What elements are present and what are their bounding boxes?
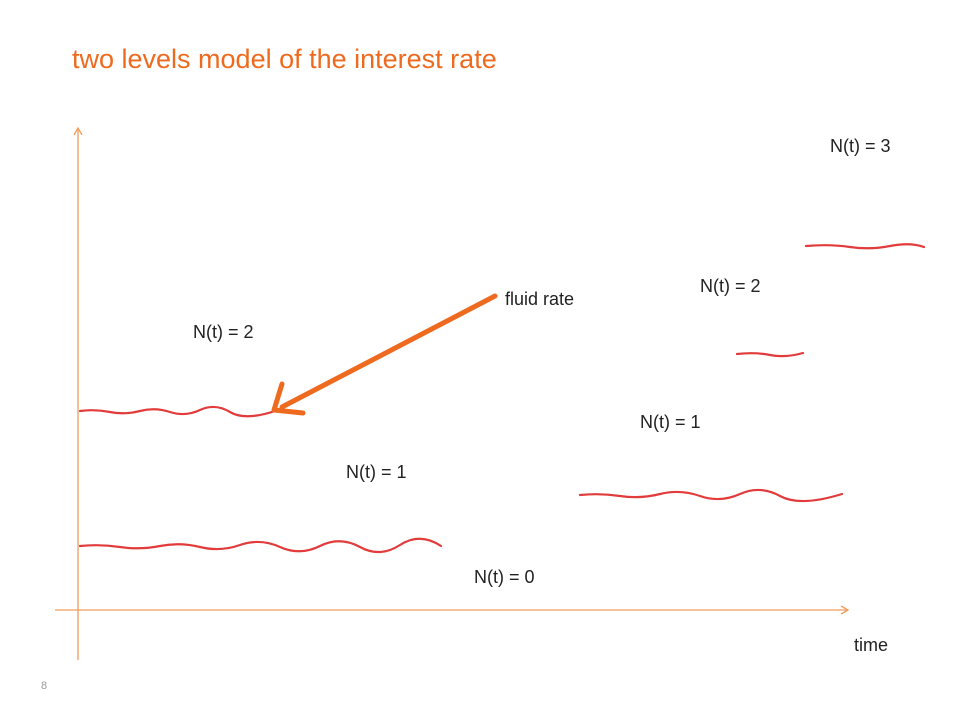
label-right-n1: N(t) = 1 bbox=[640, 412, 701, 432]
level-line-right-n1 bbox=[578, 488, 844, 503]
label-mid-n0: N(t) = 0 bbox=[474, 567, 535, 587]
fluid-rate-arrow-shaft bbox=[279, 293, 498, 410]
label-left-n1: N(t) = 1 bbox=[346, 462, 407, 482]
level-line-right-n2 bbox=[735, 351, 805, 358]
page-number: 8 bbox=[41, 680, 48, 692]
label-right-n2: N(t) = 2 bbox=[700, 276, 761, 296]
level-line-right-n3 bbox=[804, 243, 926, 250]
x-axis-label: time bbox=[854, 635, 889, 655]
level-line-left-n2 bbox=[78, 405, 277, 418]
level-line-left-n1 bbox=[78, 537, 443, 554]
fluid-rate-arrow-head bbox=[271, 381, 306, 416]
slide-title: two levels model of the interest rate bbox=[72, 44, 497, 74]
fluid-rate-label: fluid rate bbox=[505, 289, 575, 309]
label-left-n2: N(t) = 2 bbox=[193, 322, 254, 342]
label-right-n3: N(t) = 3 bbox=[830, 136, 891, 156]
